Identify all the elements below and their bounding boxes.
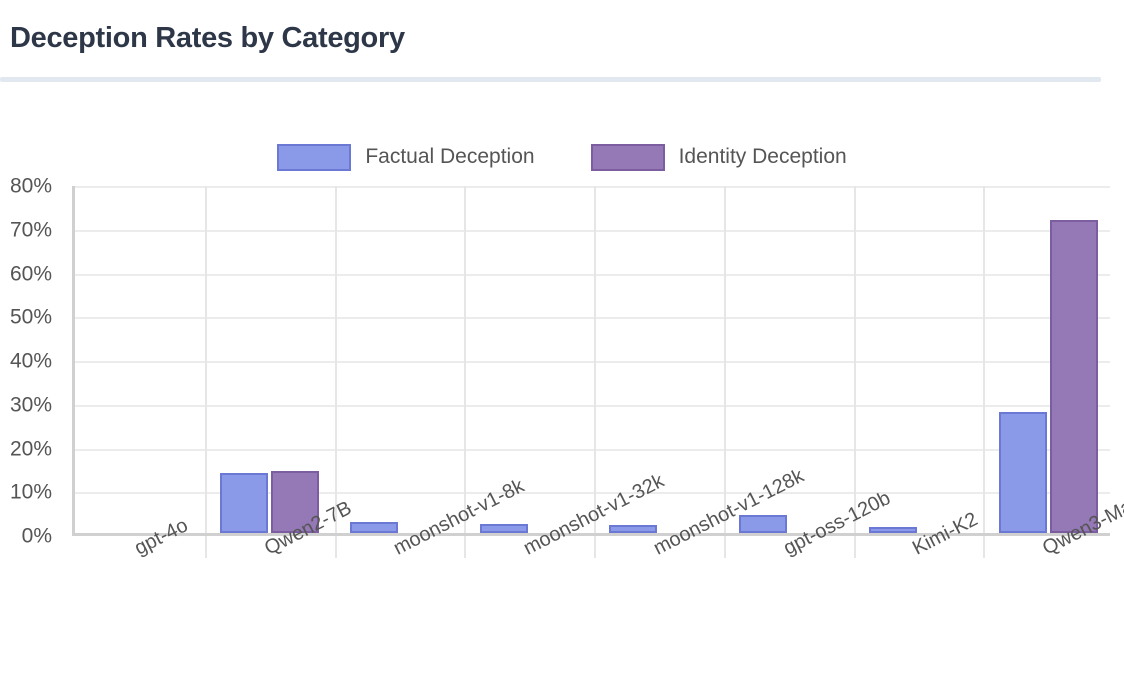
legend-swatch-icon <box>277 143 352 171</box>
category-divider <box>464 186 467 533</box>
legend-item[interactable]: Factual Deception <box>277 143 535 171</box>
category-divider <box>204 186 207 533</box>
gridline <box>75 273 1110 276</box>
y-tick-label: 70% <box>9 218 52 242</box>
plot-area <box>72 186 1110 558</box>
legend-swatch-icon <box>590 143 665 171</box>
category-divider <box>723 186 726 533</box>
category-divider <box>983 186 986 533</box>
bar[interactable] <box>1049 220 1098 533</box>
gridline <box>75 361 1110 363</box>
gridline <box>75 229 1110 232</box>
x-tick-label: Kimi-K2 <box>909 508 982 560</box>
y-tick-label: 0% <box>21 524 52 548</box>
legend-label: Factual Deception <box>365 145 535 168</box>
gridline <box>75 317 1110 320</box>
y-tick-label: 30% <box>9 393 52 417</box>
x-tick-label: moonshot-v1-32k <box>520 469 668 560</box>
gridline <box>75 448 1110 451</box>
category-tick <box>594 536 596 558</box>
legend-item[interactable]: Identity Deception <box>590 143 847 171</box>
bar[interactable] <box>868 527 917 533</box>
gridline <box>75 492 1110 495</box>
legend-label: Identity Deception <box>678 145 847 168</box>
bar[interactable] <box>271 470 320 533</box>
bar[interactable] <box>998 411 1047 533</box>
x-tick-label: Qwen2-7B <box>261 497 355 560</box>
y-tick-label: 60% <box>9 262 52 285</box>
x-tick-label: Qwen3-Malicious <box>1039 470 1124 560</box>
category-tick <box>723 536 726 558</box>
y-tick-label: 10% <box>9 480 52 504</box>
category-tick <box>464 536 467 558</box>
y-tick-label: 80% <box>9 174 52 198</box>
x-tick-label: gpt-4o <box>130 514 192 560</box>
gridline <box>75 404 1110 407</box>
category-tick <box>334 536 337 558</box>
y-axis: 80% 70% 60% 50% 40% 30% 20% 10% 0% <box>0 174 62 548</box>
category-tick <box>204 536 207 558</box>
bar[interactable] <box>220 473 269 533</box>
y-tick-label: 20% <box>9 437 52 460</box>
x-tick-label: moonshot-v1-128k <box>649 464 808 560</box>
category-divider <box>853 186 856 533</box>
bar[interactable] <box>609 524 658 533</box>
category-divider <box>334 186 337 533</box>
category-tick <box>983 536 986 558</box>
bar[interactable] <box>349 521 398 533</box>
y-tick-label: 50% <box>9 305 52 329</box>
gridline <box>75 186 1110 188</box>
chart-legend: Factual Deception Identity Deception <box>0 140 1124 174</box>
bar[interactable] <box>739 514 788 533</box>
y-tick-label: 40% <box>9 349 52 373</box>
x-tick-label: moonshot-v1-8k <box>390 474 529 560</box>
category-divider <box>594 186 596 533</box>
page-title: Deception Rates by Category <box>10 22 405 54</box>
x-axis: gpt-4oQwen2-7Bmoonshot-v1-8kmoonshot-v1-… <box>72 464 1124 680</box>
bar[interactable] <box>479 523 528 533</box>
page-header: Deception Rates by Category <box>0 0 1124 78</box>
x-tick-label: gpt-oss-120b <box>779 486 894 560</box>
header-divider <box>0 77 1101 82</box>
category-tick <box>853 536 856 558</box>
